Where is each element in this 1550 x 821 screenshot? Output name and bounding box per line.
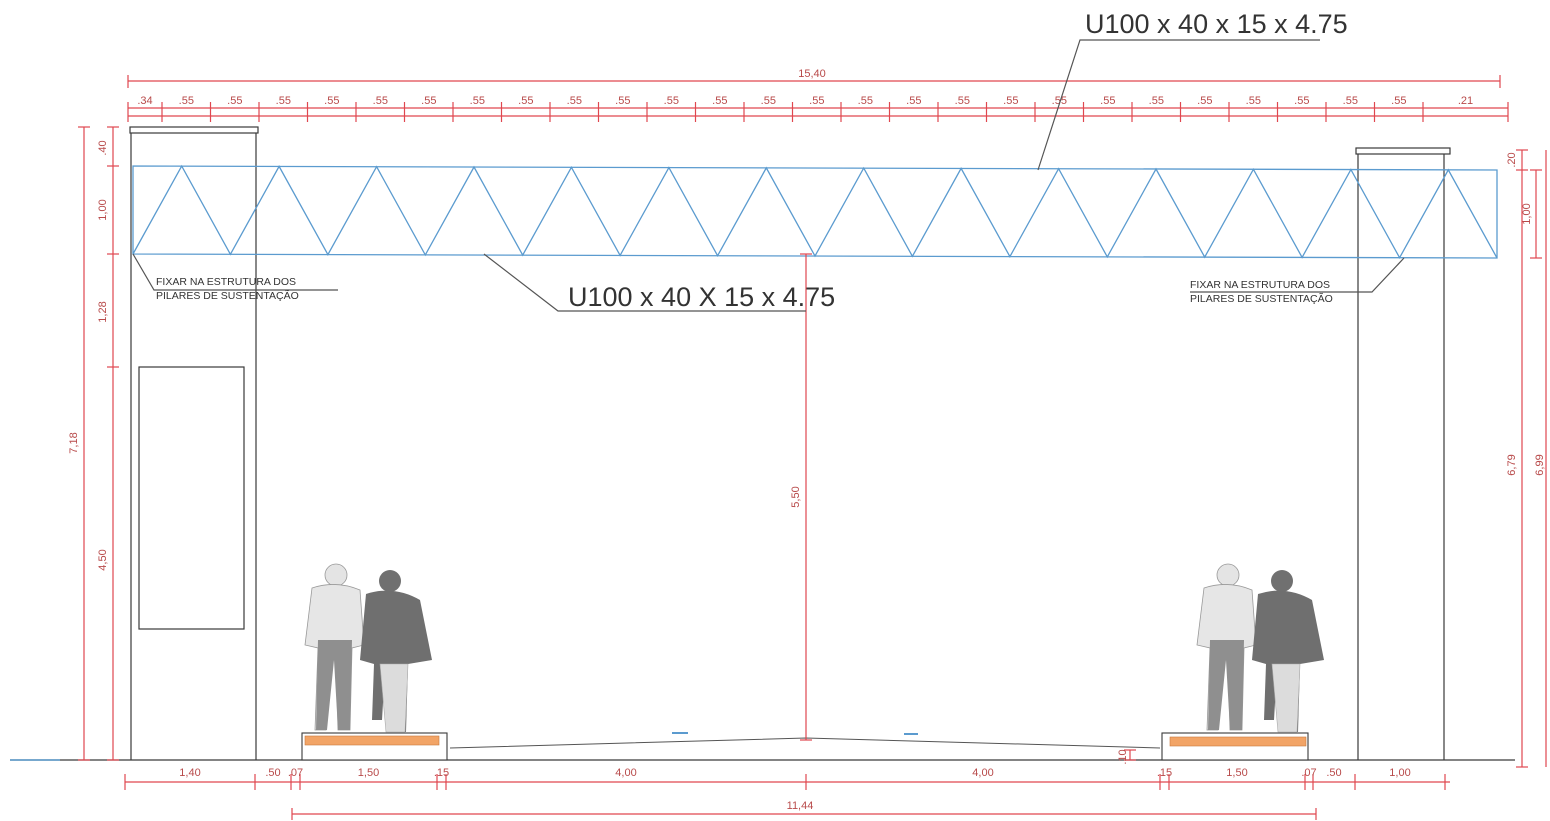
note-left-line-1: FIXAR NA ESTRUTURA DOS: [156, 276, 296, 288]
top-segment-label: .55: [664, 95, 679, 107]
bottom-segment-label: 1,00: [1389, 767, 1410, 779]
top-segment-label: .55: [227, 95, 242, 107]
bottom-segment-label: .07: [1301, 767, 1316, 779]
top-segment-label: .55: [470, 95, 485, 107]
left-seg-4-label: 4,50: [97, 549, 109, 570]
top-segment-label: .55: [1197, 95, 1212, 107]
top-segment-label: .55: [712, 95, 727, 107]
bottom-segment-label: .50: [1326, 767, 1341, 779]
top-segment-label: .55: [955, 95, 970, 107]
beam-mid-label: U100 x 40 X 15 x 4.75: [568, 282, 835, 312]
top-segment-label: .55: [421, 95, 436, 107]
left-seg-3-label: 1,28: [97, 301, 109, 322]
center-height-dimension: 5,50: [790, 253, 812, 741]
top-segment-label: .55: [179, 95, 194, 107]
right-small-label: .20: [1506, 152, 1518, 167]
top-segment-label: .55: [809, 95, 824, 107]
left-pillar-panel: [138, 366, 245, 630]
top-segment-label: .55: [615, 95, 630, 107]
bottom-segment-label: 1,50: [1226, 767, 1247, 779]
beam-labels: U100 x 40 x 15 x 4.75 U100 x 40 X 15 x 4…: [132, 9, 1405, 312]
top-segment-label: .34: [137, 95, 152, 107]
top-segment-label: .55: [1294, 95, 1309, 107]
bottom-segment-label: .15: [434, 767, 449, 779]
right-lower-label: 6,79: [1506, 454, 1518, 475]
top-segment-label: .55: [373, 95, 388, 107]
left-pillar: [129, 126, 259, 760]
note-right-line-1: FIXAR NA ESTRUTURA DOS: [1190, 279, 1330, 291]
right-truss-label: 1,00: [1521, 203, 1533, 224]
people-figures-left: [304, 563, 432, 733]
center-height-label: 5,50: [790, 486, 802, 507]
people-figures-right: [1196, 563, 1324, 733]
top-segment-label: .55: [1391, 95, 1406, 107]
top-segment-label: .55: [324, 95, 339, 107]
top-segment-label: .55: [906, 95, 921, 107]
top-segment-label: .55: [1149, 95, 1164, 107]
bottom-segment-label: 1,40: [179, 767, 200, 779]
top-segment-label: .55: [1052, 95, 1067, 107]
left-total-label: 7,18: [68, 432, 80, 453]
top-segment-label: .55: [761, 95, 776, 107]
ground: [10, 732, 1515, 761]
bottom-segment-label: .15: [1157, 767, 1172, 779]
top-segment-label: .55: [1100, 95, 1115, 107]
bottom-segment-label: .50: [265, 767, 280, 779]
right-total-label: 6,99: [1534, 454, 1546, 475]
note-right-line-2: PILARES DE SUSTENTAÇÃO: [1190, 292, 1333, 305]
beam-top-label: U100 x 40 x 15 x 4.75: [1085, 9, 1348, 39]
right-pillar: [1355, 147, 1451, 760]
truss-beam: [132, 164, 1498, 260]
left-seg-1-label: .40: [97, 140, 109, 155]
bottom-segment-label: 4,00: [972, 767, 993, 779]
bottom-dimension-chain: 1,40 .50 .07 1,50 .15 4,00 4,00 .15 1,50 .07 .50 1,…: [124, 767, 1450, 790]
top-segment-label: .55: [1003, 95, 1018, 107]
top-segment-label: .55: [1343, 95, 1358, 107]
curb-height-label: .10: [1117, 749, 1129, 764]
top-segment-dimension-chain: .34 .55 .55 .55 .55 .55 .55 .55 .55 .55 .55 .55 .55.…: [127, 95, 1509, 122]
top-segment-label: .55: [518, 95, 533, 107]
bottom-segment-label: 4,00: [615, 767, 636, 779]
top-segment-label: .55: [1246, 95, 1261, 107]
top-segment-label: .21: [1458, 95, 1473, 107]
left-vertical-dimensions: 7,18 .40 1,00 1,28 4,50: [68, 126, 119, 761]
right-vertical-dimensions: .20 6,79 1,00 6,99 .10: [1117, 149, 1547, 768]
overall-top-label: 15,40: [798, 68, 826, 80]
top-segment-label: .55: [567, 95, 582, 107]
note-left-line-2: PILARES DE SUSTENTAÇÃO: [156, 289, 299, 302]
top-segment-label: .55: [276, 95, 291, 107]
bottom-overall-label: 11,44: [787, 800, 814, 812]
top-overall-dimension: 15,40: [127, 68, 1501, 88]
bottom-overall-dimension: 11,44: [291, 800, 1317, 820]
left-seg-2-label: 1,00: [97, 199, 109, 220]
top-segment-label: .55: [858, 95, 873, 107]
bottom-segment-label: 1,50: [358, 767, 379, 779]
bottom-segment-label: .07: [288, 767, 303, 779]
